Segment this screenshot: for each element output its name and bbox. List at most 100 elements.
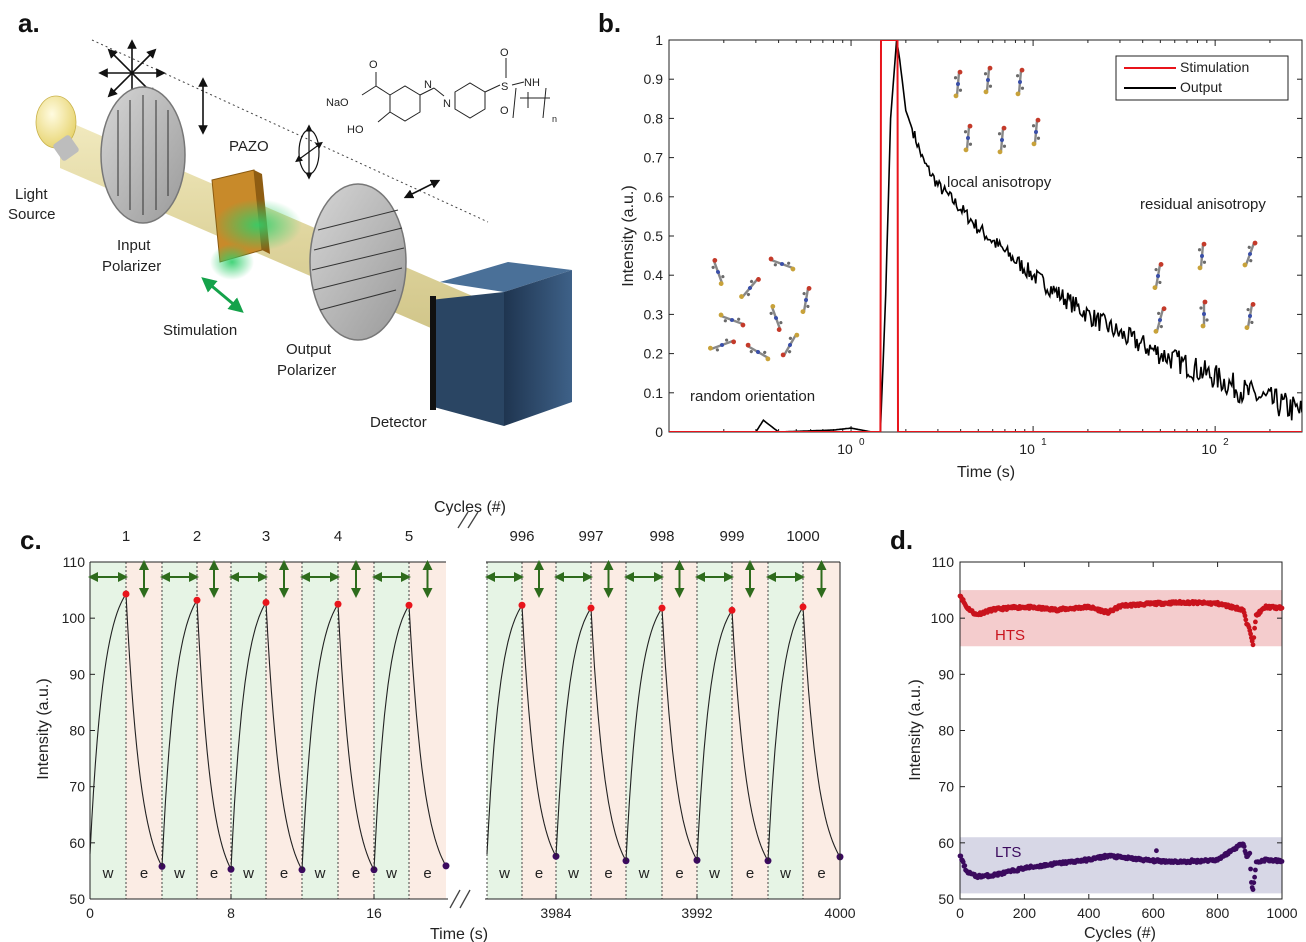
b-xtick-exponent: 2 (1223, 437, 1229, 448)
molecule-atom-n (1248, 252, 1252, 256)
hts-point (1252, 625, 1257, 631)
molecule-atom-o (1161, 306, 1167, 312)
molecule-azo-n2: N (443, 98, 451, 110)
cycle-number: 1 (122, 528, 130, 545)
d-xtick-label: 800 (1206, 905, 1230, 921)
erase-phase-bg (803, 562, 840, 899)
molecule-atom-o (740, 322, 746, 328)
hts-point (1242, 613, 1248, 619)
molecule-glyph (745, 342, 771, 362)
c-xtick-label: 0 (86, 905, 94, 921)
cycle-number: 999 (719, 528, 744, 545)
panel-d-ylabel: Intensity (a.u.) (907, 679, 924, 780)
legend-output: Output (1180, 79, 1222, 95)
b-xtick-label: 10 (837, 441, 853, 457)
hts-point (1251, 635, 1257, 640)
b-ytick-label: 0.2 (644, 346, 664, 362)
molecule-atom-c (746, 292, 751, 297)
input-polarizer (100, 86, 186, 224)
erase-phase-bg (662, 562, 697, 899)
molecule-atom-s (1244, 325, 1250, 331)
erase-phase-bg (732, 562, 768, 899)
lts-point (1154, 848, 1159, 854)
erase-label: e (352, 865, 360, 882)
axis-gap (446, 561, 486, 563)
erase-phase-bg (197, 562, 231, 899)
write-phase-bg (556, 562, 591, 899)
erase-phase-bg (409, 562, 446, 899)
axis-break-mark (449, 889, 461, 909)
molecule-glyph (953, 69, 963, 99)
molecule-glyph (711, 257, 725, 287)
d-ytick-label: 80 (938, 723, 954, 739)
molecule-atom-s (1242, 262, 1248, 268)
lts-point (1189, 857, 1195, 863)
molecule-atom-c (983, 72, 988, 76)
molecule-atom-o (776, 327, 782, 333)
molecule-glyph (983, 65, 993, 95)
b-ytick-label: 1 (655, 32, 663, 48)
lts-point (1241, 844, 1247, 849)
molecule-atom-o (1035, 117, 1041, 123)
peak-marker (587, 604, 595, 612)
molecule-glyph (769, 303, 783, 333)
hts-point (1250, 642, 1256, 648)
light-bulb-icon (35, 95, 79, 161)
molecule-atom-c (769, 311, 773, 315)
molecule-atom-n (774, 316, 778, 320)
molecule-atom-s (770, 303, 776, 309)
molecule-n: n (552, 114, 557, 124)
erase-label: e (817, 865, 825, 882)
molecule-atom-s (1200, 323, 1206, 329)
output-line (669, 40, 1302, 432)
molecule-atom-s (1153, 328, 1159, 334)
panel-a: a. Light Source Input Pol (8, 8, 572, 431)
molecule-atom-c (953, 76, 958, 80)
cycle-number: 4 (334, 528, 342, 545)
lts-point (1248, 866, 1253, 872)
molecule-glyph (768, 256, 796, 272)
cycle-number: 996 (509, 528, 534, 545)
molecule-o-top: O (500, 47, 509, 59)
peak-marker (262, 598, 270, 606)
write-label: w (708, 865, 720, 882)
molecules-local-anisotropy (953, 65, 1041, 155)
b-xtick-label: 10 (1201, 441, 1217, 457)
molecule-nh: NH (524, 77, 540, 89)
b-ytick-label: 0.6 (644, 189, 664, 205)
molecule-atom-s (1031, 141, 1037, 147)
d-xtick-label: 400 (1077, 905, 1101, 921)
molecule-atom-o (731, 339, 737, 345)
b-ytick-label: 0.1 (644, 385, 664, 401)
output-polarizer-label-1: Output (286, 341, 332, 358)
peak-marker (728, 606, 736, 614)
stimulation-polarization-arrow (201, 277, 244, 313)
molecule-atom-o (957, 69, 963, 75)
erase-phase-bg (338, 562, 374, 899)
write-phase-bg (231, 562, 266, 899)
c-xtick-label: 3984 (540, 905, 571, 921)
lts-point (1253, 867, 1258, 873)
molecule-atom-c (787, 350, 792, 354)
write-label: w (173, 865, 185, 882)
lts-band (960, 837, 1282, 894)
b-ytick-label: 0.4 (644, 267, 664, 283)
molecule-atom-n (1156, 274, 1160, 278)
hts-label: HTS (995, 627, 1025, 644)
molecule-azo-n1: N (424, 79, 432, 91)
trough-marker (227, 865, 235, 873)
panel-c-phase-backgrounds (89, 562, 840, 899)
b-ytick-label: 0.7 (644, 150, 664, 166)
erase-label: e (746, 865, 754, 882)
molecule-atom-c (1031, 124, 1036, 128)
write-label: w (498, 865, 510, 882)
trough-marker (158, 862, 166, 870)
molecule-atom-c (1205, 318, 1209, 322)
molecule-atom-s (1015, 91, 1021, 97)
molecule-atom-s (790, 266, 796, 272)
molecule-atom-s (963, 147, 969, 153)
molecule-atom-n (756, 350, 760, 354)
b-xtick-label: 10 (1019, 441, 1035, 457)
molecule-glyph (1152, 261, 1164, 291)
c-ytick-label: 110 (63, 554, 86, 570)
